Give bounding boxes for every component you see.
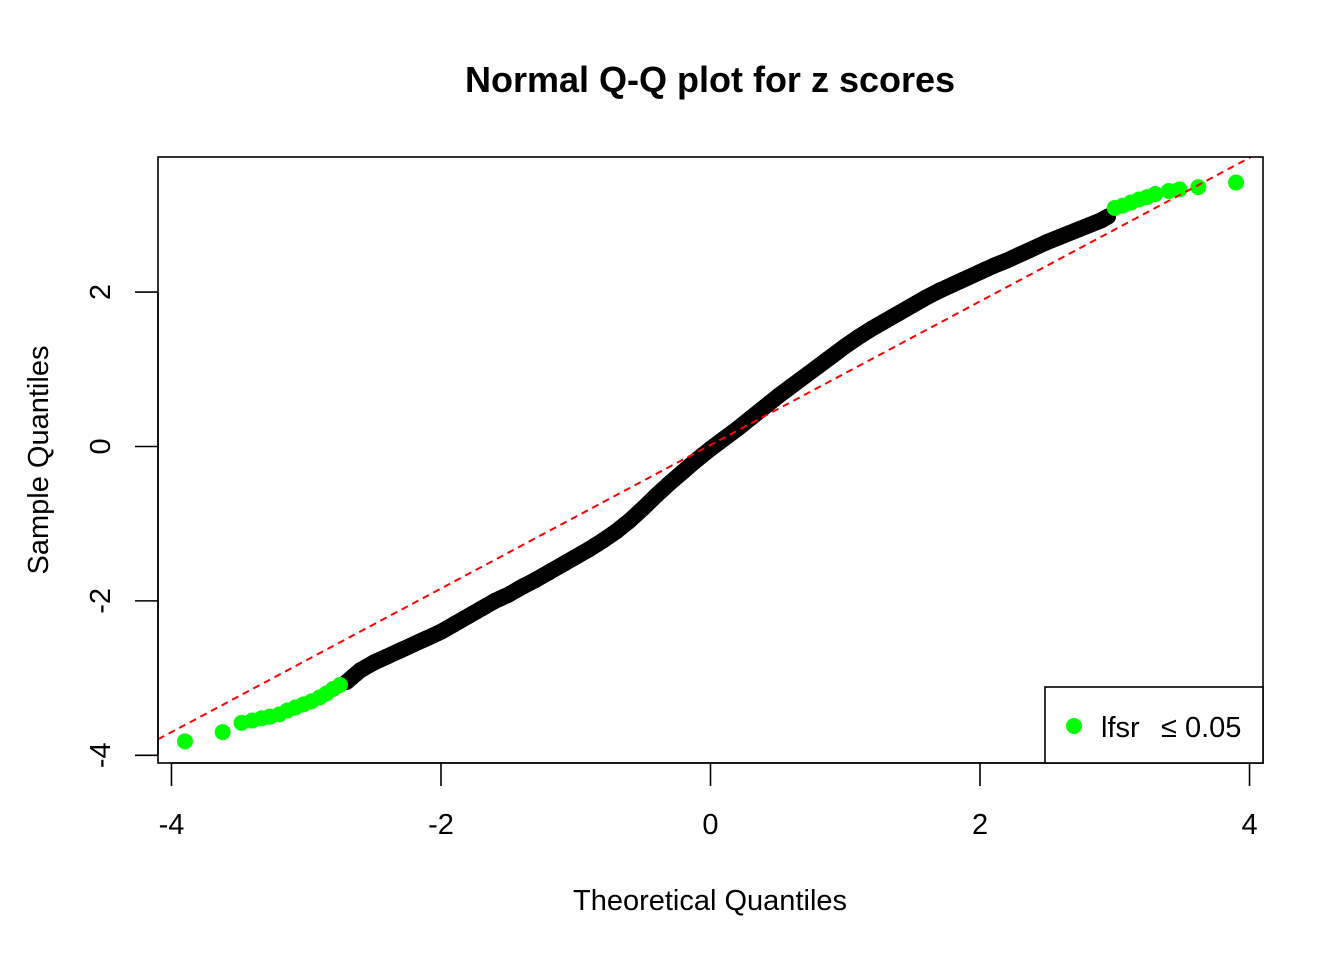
y-axis-label: Sample Quantiles	[23, 346, 55, 575]
x-tick-label: -2	[428, 809, 454, 841]
lfsr-point	[331, 677, 348, 694]
lfsr-point	[1228, 174, 1245, 191]
y-axis: -4 -2 0 2	[85, 284, 159, 768]
reference-line	[157, 156, 1252, 741]
x-tick-label: 2	[972, 809, 988, 841]
main-points-band	[338, 208, 1117, 690]
lfsr-point	[214, 724, 231, 741]
points-layer	[176, 174, 1245, 750]
lfsr-point	[1171, 181, 1188, 198]
x-tick-label: -4	[159, 809, 185, 841]
legend-label: lfsr	[1101, 712, 1140, 744]
highlight-points	[176, 174, 1245, 750]
x-tick-label: 4	[1241, 809, 1257, 841]
y-tick-label: 2	[85, 284, 117, 300]
y-tick-label: -4	[85, 742, 117, 768]
y-tick-label: 0	[85, 438, 117, 454]
x-axis-label: Theoretical Quantiles	[573, 885, 847, 917]
lfsr-point	[1190, 179, 1207, 196]
x-axis: -4 -2 0 2 4	[159, 762, 1258, 841]
legend-marker-icon	[1066, 718, 1082, 734]
legend-threshold: ≤ 0.05	[1161, 712, 1241, 744]
lfsr-point	[1147, 186, 1164, 203]
y-tick-label: -2	[85, 588, 117, 614]
legend-box	[1044, 686, 1264, 764]
reference-line-layer	[157, 156, 1252, 741]
chart-title: Normal Q-Q plot for z scores	[465, 59, 955, 100]
lfsr-point	[176, 733, 193, 750]
x-tick-label: 0	[702, 809, 718, 841]
plot-frame	[157, 156, 1264, 764]
legend: lfsr ≤ 0.05	[1044, 686, 1264, 764]
